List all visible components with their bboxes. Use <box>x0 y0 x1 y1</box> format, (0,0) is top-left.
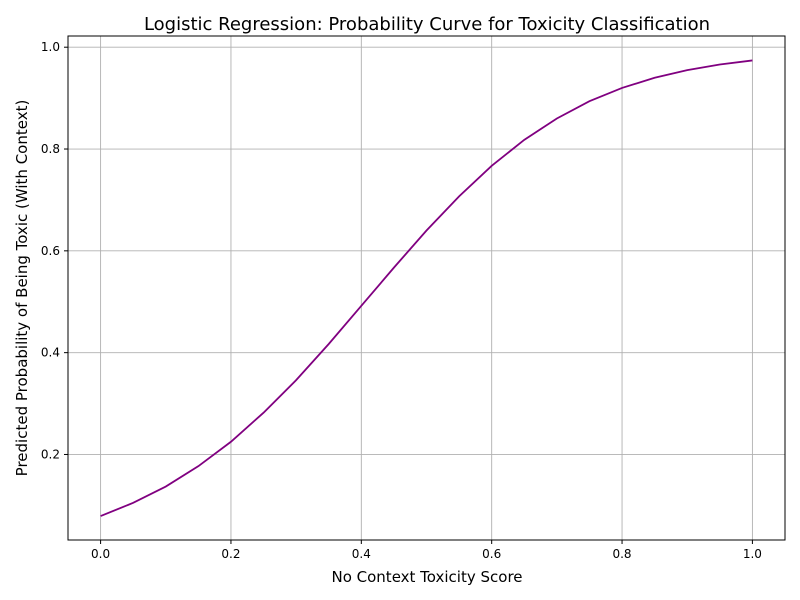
grid <box>68 36 785 540</box>
y-tick-label: 0.4 <box>41 346 60 360</box>
y-tick-label: 0.8 <box>41 142 60 156</box>
x-tick-label: 0.8 <box>612 547 631 561</box>
x-tick-label: 0.6 <box>482 547 501 561</box>
y-tick-label: 0.6 <box>41 244 60 258</box>
x-tick-label: 0.0 <box>91 547 110 561</box>
x-ticks: 0.0 0.2 0.4 0.6 0.8 1.0 <box>91 540 762 561</box>
x-axis-label: No Context Toxicity Score <box>331 568 522 586</box>
y-ticks: 0.2 0.4 0.6 0.8 1.0 <box>41 40 68 461</box>
x-tick-label: 0.2 <box>221 547 240 561</box>
probability-curve <box>100 59 753 517</box>
y-tick-label: 1.0 <box>41 40 60 54</box>
y-tick-label: 0.2 <box>41 447 60 461</box>
chart-title: Logistic Regression: Probability Curve f… <box>144 14 710 35</box>
x-tick-label: 1.0 <box>743 547 762 561</box>
series-layer <box>100 59 753 517</box>
plot-frame <box>67 35 786 541</box>
y-axis-label: Predicted Probability of Being Toxic (Wi… <box>13 100 31 477</box>
x-tick-label: 0.4 <box>352 547 371 561</box>
